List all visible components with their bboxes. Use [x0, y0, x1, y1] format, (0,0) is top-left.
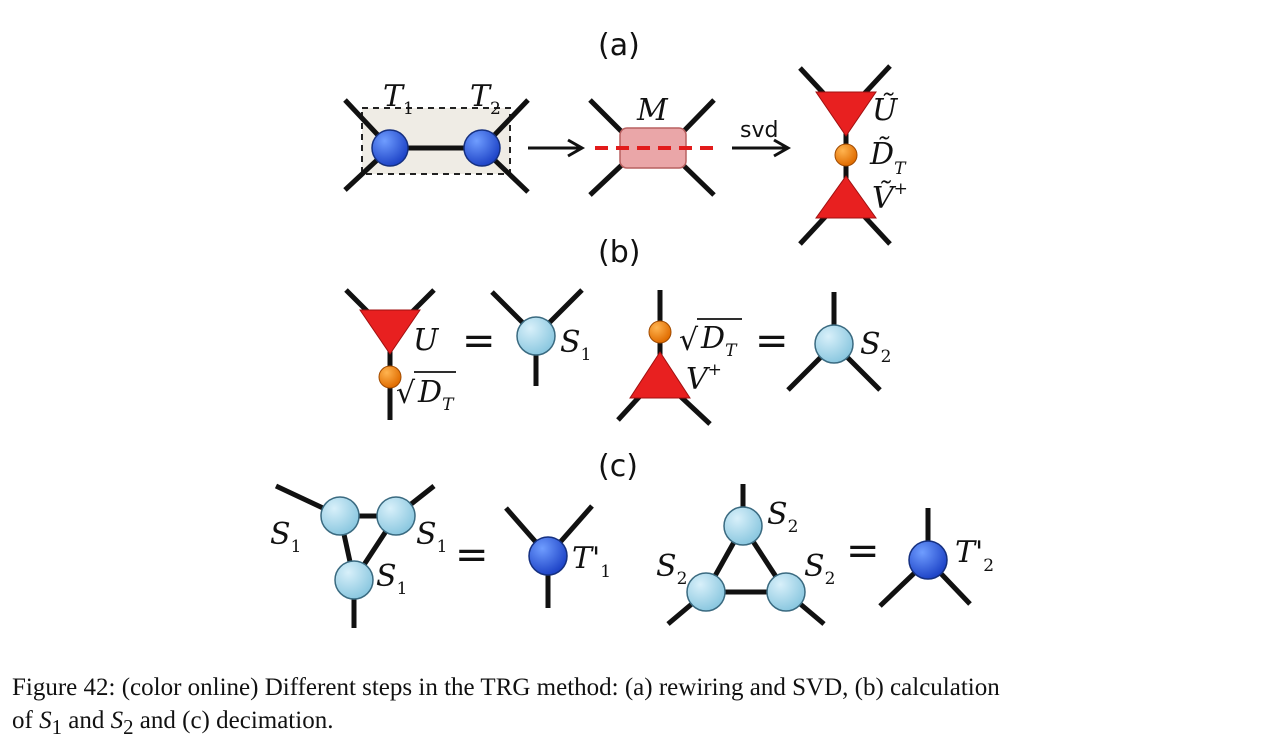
s1-node-bottom	[334, 560, 374, 600]
s2-node-left	[686, 572, 726, 612]
sqrt-d-node-right	[648, 320, 672, 344]
caption-line-2: of S1 and S2 and (c) decimation.	[12, 707, 334, 739]
svg-text:√: √	[396, 376, 416, 411]
d-tilde-node	[834, 143, 858, 167]
svg-text:DT: DT	[700, 321, 738, 361]
s2-tensor: S2	[786, 292, 891, 392]
s1-node-top-left	[320, 496, 360, 536]
arrow-1	[528, 138, 586, 158]
s1-tensor: S1	[490, 288, 591, 386]
label-t1: T1	[383, 79, 414, 119]
arrow-svd: svd	[732, 118, 792, 158]
u-tilde-triangle	[815, 91, 877, 137]
label-s2-right: S2	[804, 549, 835, 589]
v-triangle	[629, 351, 691, 399]
svd-result: Ũ D̃T Ṽ+	[798, 64, 908, 246]
s2-node-top	[723, 506, 763, 546]
label-sqrt-d-left: √ DT	[396, 371, 456, 415]
t-prime-2-node	[908, 540, 948, 580]
t-prime-1-tensor: T'1	[504, 504, 611, 608]
label-s1-left: S1	[270, 517, 301, 557]
label-t-prime-2: T'2	[955, 535, 994, 576]
u-triangle	[359, 309, 421, 355]
equals-b1: =	[462, 318, 496, 364]
svg-text:DT: DT	[417, 375, 455, 415]
label-v-plus: V+	[686, 360, 722, 397]
u-decomposition: U √ DT	[344, 288, 456, 420]
label-s1-bottom: S1	[376, 559, 407, 599]
label-u-tilde: Ũ	[872, 92, 899, 128]
label-m: M	[636, 93, 669, 128]
tensor-t2-node	[463, 129, 501, 167]
tensor-t1-node	[371, 129, 409, 167]
svg-text:√: √	[679, 323, 699, 358]
label-t2: T2	[470, 79, 501, 119]
label-s2-top: S2	[767, 497, 798, 537]
label-svd: svd	[740, 118, 778, 143]
panel-label-c: (c)	[598, 449, 638, 484]
tensor-pair-t1-t2: T1 T2	[343, 79, 530, 194]
label-s2-b: S2	[860, 327, 891, 367]
s1-node	[516, 316, 556, 356]
figure-caption: Figure 42: (color online) Different step…	[12, 671, 1267, 744]
s1-triangle-network: S1 S1 S1	[270, 483, 447, 628]
tensor-m-box	[619, 127, 687, 169]
label-s2-left: S2	[656, 549, 687, 589]
caption-line-1: Figure 42: (color online) Different step…	[12, 674, 1000, 701]
t-prime-2-tensor: T'2	[878, 508, 994, 608]
v-tilde-triangle	[815, 175, 877, 219]
label-t-prime-1: T'1	[572, 541, 611, 582]
equals-b2: =	[755, 318, 789, 364]
label-s1-b: S1	[560, 325, 591, 365]
panel-label-b: (b)	[598, 235, 640, 270]
label-v-tilde: Ṽ+	[872, 179, 908, 216]
label-u: U	[413, 323, 440, 358]
v-decomposition: √ DT V+	[616, 290, 742, 426]
equals-c2: =	[846, 528, 880, 574]
label-d-tilde: D̃T	[869, 137, 907, 179]
t-prime-1-node	[528, 536, 568, 576]
label-sqrt-d-right: √ DT	[679, 318, 742, 361]
sqrt-d-node-left	[378, 365, 402, 389]
s2-triangle-network: S2 S2 S2	[656, 484, 835, 626]
trg-diagram: (a) T1 T2 M svd Ũ	[270, 28, 994, 628]
panel-label-a: (a)	[598, 28, 640, 63]
s2-node	[814, 324, 854, 364]
s1-node-top-right	[376, 496, 416, 536]
label-s1-right: S1	[416, 517, 447, 557]
tensor-m: M	[588, 93, 716, 197]
s2-node-right	[766, 572, 806, 612]
equals-c1: =	[455, 532, 489, 578]
